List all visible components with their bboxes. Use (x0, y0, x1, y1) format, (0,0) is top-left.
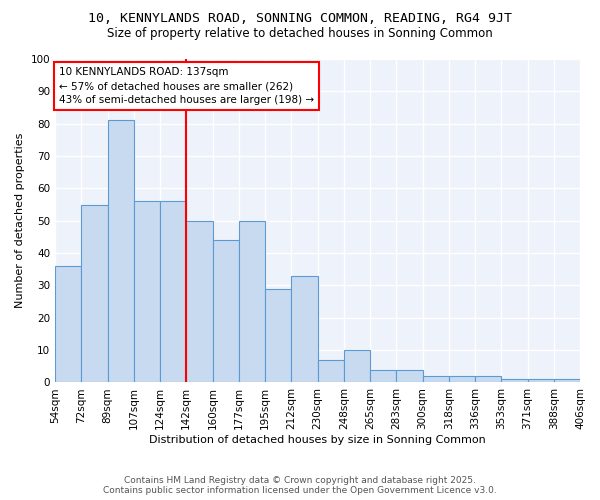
Y-axis label: Number of detached properties: Number of detached properties (15, 133, 25, 308)
Bar (422, 376, 449, 382)
Bar (370, 370, 396, 382)
Bar (212, 240, 239, 382)
Text: 10 KENNYLANDS ROAD: 137sqm
← 57% of detached houses are smaller (262)
43% of sem: 10 KENNYLANDS ROAD: 137sqm ← 57% of deta… (59, 67, 314, 105)
Text: 10, KENNYLANDS ROAD, SONNING COMMON, READING, RG4 9JT: 10, KENNYLANDS ROAD, SONNING COMMON, REA… (88, 12, 512, 26)
Bar (239, 220, 265, 382)
Bar (265, 288, 291, 382)
Bar (501, 379, 527, 382)
Bar (107, 120, 134, 382)
Bar (554, 379, 580, 382)
Bar (317, 360, 344, 382)
Bar (160, 202, 186, 382)
Bar (344, 350, 370, 382)
X-axis label: Distribution of detached houses by size in Sonning Common: Distribution of detached houses by size … (149, 435, 486, 445)
Bar (449, 376, 475, 382)
Bar (55, 266, 81, 382)
Bar (186, 220, 212, 382)
Bar (475, 376, 501, 382)
Bar (81, 204, 107, 382)
Text: Size of property relative to detached houses in Sonning Common: Size of property relative to detached ho… (107, 28, 493, 40)
Bar (396, 370, 422, 382)
Text: Contains HM Land Registry data © Crown copyright and database right 2025.
Contai: Contains HM Land Registry data © Crown c… (103, 476, 497, 495)
Bar (134, 202, 160, 382)
Bar (291, 276, 317, 382)
Bar (527, 379, 554, 382)
